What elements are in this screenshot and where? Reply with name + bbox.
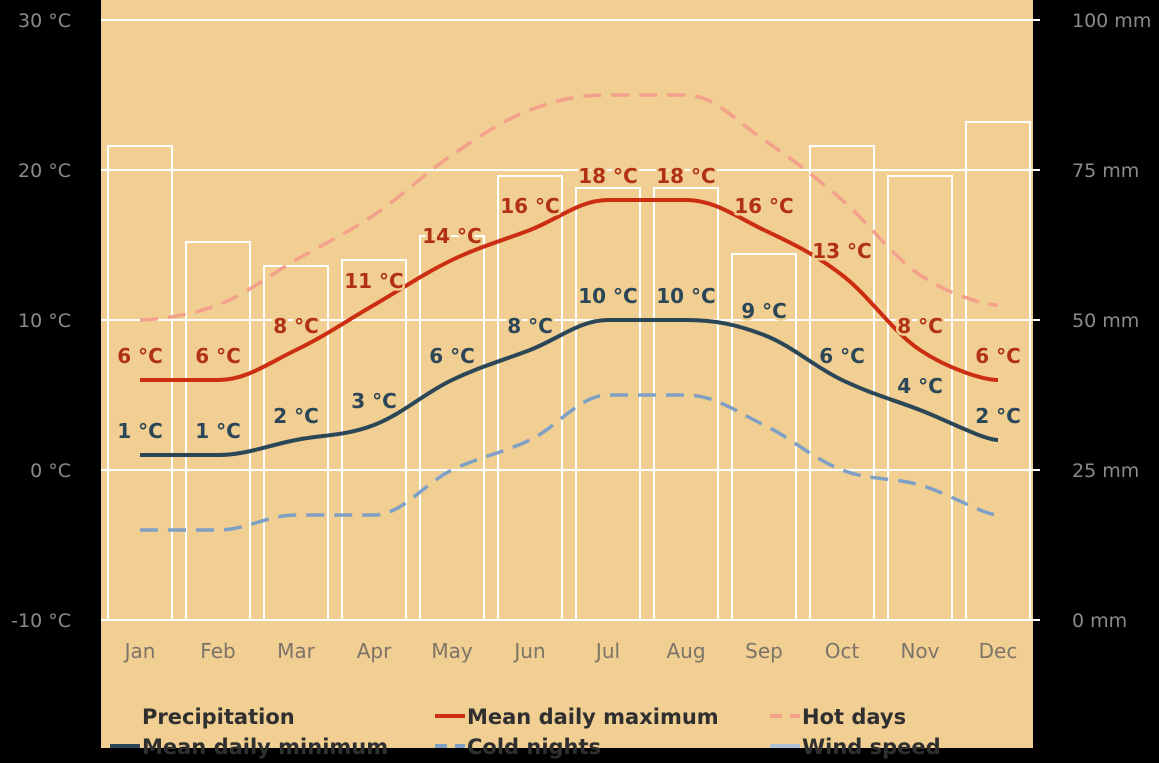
- precipitation-bars: [107, 121, 1031, 621]
- mean-daily-minimum-data-label: 9 °C: [741, 299, 787, 323]
- mean-daily-maximum-data-label: 6 °C: [975, 344, 1021, 368]
- mean-daily-maximum-data-label: 8 °C: [897, 314, 943, 338]
- mean-daily-maximum-data-label: 18 °C: [656, 164, 715, 188]
- mean-daily-maximum-data-label: 11 °C: [344, 269, 403, 293]
- mean-daily-maximum-data-label: 8 °C: [273, 314, 319, 338]
- month-tick-label: Jun: [512, 639, 545, 663]
- mean-daily-minimum-data-label: 1 °C: [117, 419, 163, 443]
- legend-label-wind-speed: Wind speed: [802, 735, 941, 759]
- grid-lines: [101, 19, 1040, 621]
- month-tick-label: Dec: [979, 639, 1018, 663]
- y-left-tick-label: -10 °C: [11, 610, 71, 632]
- mean-daily-minimum-data-label: 4 °C: [897, 374, 943, 398]
- legend: Precipitation Mean daily maximum Hot days M…: [110, 705, 941, 759]
- month-tick-label: Apr: [357, 639, 392, 663]
- month-tick-label: Oct: [825, 639, 860, 663]
- mean-daily-minimum-data-label: 6 °C: [819, 344, 865, 368]
- month-tick-label: Mar: [277, 639, 316, 663]
- legend-label-mean-daily-minimum: Mean daily minimum: [142, 735, 388, 759]
- precipitation-bar: [497, 175, 563, 621]
- left-axis-ticks: -10 °C 0 °C 10 °C 20 °C 30 °C: [11, 10, 71, 632]
- precipitation-bar: [263, 265, 329, 621]
- month-tick-label: Jan: [123, 639, 156, 663]
- y-right-tick-label: 0 mm: [1072, 610, 1127, 632]
- month-tick-label: Aug: [666, 639, 705, 663]
- legend-label-cold-nights: Cold nights: [467, 735, 601, 759]
- mean-daily-maximum-data-label: 18 °C: [578, 164, 637, 188]
- precipitation-bar: [341, 259, 407, 621]
- month-tick-label: May: [431, 639, 473, 663]
- legend-label-mean-daily-maximum: Mean daily maximum: [467, 705, 719, 729]
- data-labels: 6 °C 6 °C 8 °C 11 °C 14 °C 16 °C 18 °C 18 °C 16 …: [115, 162, 1024, 446]
- mean-daily-maximum-data-label: 13 °C: [812, 239, 871, 263]
- mean-daily-minimum-data-label: 6 °C: [429, 344, 475, 368]
- mean-daily-maximum-line: [139, 197, 999, 383]
- mean-daily-minimum-data-label: 8 °C: [507, 314, 553, 338]
- y-left-tick-label: 20 °C: [18, 160, 71, 182]
- mean-daily-minimum-data-label: 10 °C: [656, 284, 715, 308]
- y-left-tick-label: 0 °C: [30, 460, 71, 482]
- y-left-tick-label: 10 °C: [18, 310, 71, 332]
- mean-daily-minimum-data-label: 2 °C: [975, 404, 1021, 428]
- month-tick-label: Nov: [900, 639, 939, 663]
- precipitation-bar: [731, 253, 797, 621]
- mean-daily-minimum-data-label: 2 °C: [273, 404, 319, 428]
- mean-daily-minimum-data-label: 3 °C: [351, 389, 397, 413]
- mean-daily-maximum-data-label: 6 °C: [195, 344, 241, 368]
- mean-daily-minimum-data-label: 10 °C: [578, 284, 637, 308]
- plot-background: [101, 0, 1033, 748]
- y-right-tick-label: 100 mm: [1072, 10, 1151, 32]
- legend-label-hot-days: Hot days: [802, 705, 906, 729]
- y-left-tick-label: 30 °C: [18, 10, 71, 32]
- mean-daily-minimum-data-label: 1 °C: [195, 419, 241, 443]
- month-axis: Jan Feb Mar Apr May Jun Jul Aug Sep Oct Nov Dec: [123, 639, 1018, 663]
- precipitation-bar: [575, 187, 641, 621]
- cold-nights-line: [139, 393, 999, 532]
- month-tick-label: Sep: [745, 639, 783, 663]
- y-right-tick-label: 50 mm: [1072, 310, 1139, 332]
- legend-label-precipitation: Precipitation: [142, 705, 295, 729]
- mean-daily-maximum-data-label: 16 °C: [734, 194, 793, 218]
- series-lines: [139, 93, 999, 532]
- hot-days-line: [139, 93, 999, 322]
- mean-daily-maximum-data-label: 16 °C: [500, 194, 559, 218]
- right-axis-ticks: 0 mm 25 mm 50 mm 75 mm 100 mm: [1072, 10, 1151, 632]
- mean-daily-maximum-data-label: 14 °C: [422, 224, 481, 248]
- month-tick-label: Feb: [200, 639, 235, 663]
- precipitation-bar: [419, 235, 485, 621]
- mean-daily-minimum-line: [139, 318, 999, 458]
- precipitation-bar: [809, 145, 875, 621]
- month-tick-label: Jul: [594, 639, 620, 663]
- y-right-tick-label: 25 mm: [1072, 460, 1139, 482]
- mean-daily-maximum-data-label: 6 °C: [117, 344, 163, 368]
- precipitation-bar: [185, 241, 251, 621]
- precipitation-bar: [107, 145, 173, 621]
- precipitation-bar: [653, 187, 719, 621]
- y-right-tick-label: 75 mm: [1072, 160, 1139, 182]
